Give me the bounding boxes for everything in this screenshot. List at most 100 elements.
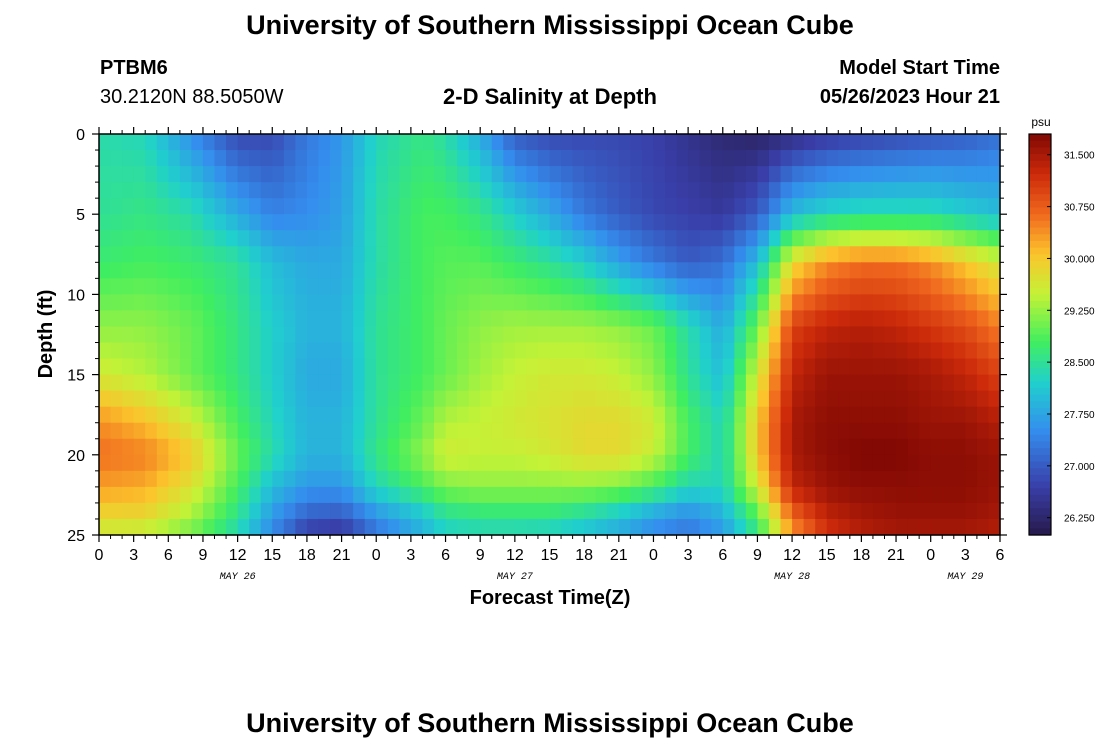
heatmap-cell xyxy=(341,214,354,231)
heatmap-cell xyxy=(676,374,689,392)
heatmap-cell xyxy=(572,262,585,279)
heatmap-cell xyxy=(202,310,216,328)
heatmap-cell xyxy=(237,166,250,183)
heatmap-cell xyxy=(168,262,181,279)
heatmap-cell xyxy=(179,198,193,215)
colorbar-segment xyxy=(1029,327,1051,336)
heatmap-cell xyxy=(410,230,424,247)
heatmap-cell xyxy=(965,470,978,488)
heatmap-cell xyxy=(803,486,816,504)
heatmap-cell xyxy=(988,198,1001,215)
heatmap-cell xyxy=(341,230,354,247)
heatmap-cell xyxy=(953,182,966,199)
heatmap-cell xyxy=(757,310,770,328)
heatmap-cell xyxy=(803,214,816,231)
heatmap-cell xyxy=(965,518,978,536)
heatmap-cell xyxy=(468,422,481,440)
heatmap-cell xyxy=(930,342,943,360)
heatmap-cell xyxy=(953,470,966,488)
heatmap-cell xyxy=(722,166,735,183)
heatmap-cell xyxy=(930,358,943,376)
heatmap-cell xyxy=(145,374,158,392)
heatmap-cell xyxy=(884,518,897,536)
heatmap-cell xyxy=(283,310,296,328)
heatmap-cell xyxy=(907,358,920,376)
heatmap-cell xyxy=(699,182,712,199)
heatmap-cell xyxy=(768,502,782,520)
heatmap-cell xyxy=(826,422,839,440)
heatmap-cell xyxy=(272,374,285,392)
heatmap-cell xyxy=(122,390,135,408)
heatmap-cell xyxy=(168,470,181,488)
heatmap-cell xyxy=(688,438,701,456)
heatmap-cell xyxy=(919,342,932,360)
heatmap-cell xyxy=(422,454,435,472)
heatmap-cell xyxy=(191,278,204,295)
heatmap-cell xyxy=(734,454,747,472)
heatmap-cell xyxy=(145,486,158,504)
heatmap-cell xyxy=(122,166,135,183)
heatmap-cell xyxy=(676,246,689,263)
heatmap-cell xyxy=(722,278,735,295)
heatmap-cell xyxy=(942,470,955,488)
heatmap-cell xyxy=(584,182,597,199)
heatmap-cell xyxy=(861,310,874,328)
heatmap-cell xyxy=(179,262,193,279)
heatmap-cell xyxy=(537,358,551,376)
heatmap-cell xyxy=(722,294,735,312)
heatmap-cell xyxy=(572,390,585,408)
heatmap-cell xyxy=(942,358,955,376)
heatmap-cell xyxy=(815,422,828,440)
heatmap-cell xyxy=(688,518,701,536)
heatmap-cell xyxy=(872,230,886,247)
heatmap-cell xyxy=(745,150,759,167)
heatmap-cell xyxy=(584,438,597,456)
heatmap-cell xyxy=(988,134,1001,151)
heatmap-cell xyxy=(260,214,273,231)
heatmap-cell xyxy=(826,294,839,312)
colorbar-segment xyxy=(1029,187,1051,195)
heatmap-cell xyxy=(699,438,712,456)
heatmap-cell xyxy=(272,294,285,312)
heatmap-cell xyxy=(202,518,216,536)
heatmap-cell xyxy=(734,246,747,263)
heatmap-cell xyxy=(584,230,597,247)
x-tick-label: 18 xyxy=(852,547,870,564)
heatmap-cell xyxy=(745,406,759,424)
heatmap-cell xyxy=(122,262,135,279)
heatmap-cell xyxy=(237,518,250,536)
heatmap-cell xyxy=(422,502,435,520)
heatmap-cell xyxy=(387,310,400,328)
heatmap-cell xyxy=(584,134,597,151)
heatmap-cell xyxy=(249,182,262,199)
heatmap-cell xyxy=(330,374,343,392)
heatmap-cell xyxy=(110,278,123,295)
heatmap-cell xyxy=(399,454,412,472)
heatmap-cell xyxy=(768,214,782,231)
heatmap-cell xyxy=(595,326,608,344)
heatmap-cell xyxy=(572,278,585,295)
heatmap-cell xyxy=(792,502,805,520)
heatmap-cell xyxy=(399,486,412,504)
heatmap-cell xyxy=(803,230,816,247)
heatmap-cell xyxy=(572,518,585,536)
heatmap-cell xyxy=(953,422,966,440)
heatmap-cell xyxy=(653,406,666,424)
heatmap-cell xyxy=(630,374,643,392)
heatmap-cell xyxy=(792,342,805,360)
heatmap-cell xyxy=(353,502,366,520)
heatmap-cell xyxy=(110,406,123,424)
heatmap-cell xyxy=(711,214,724,231)
heatmap-cell xyxy=(179,454,193,472)
heatmap-cell xyxy=(792,246,805,263)
heatmap-cell xyxy=(433,502,447,520)
heatmap-cell xyxy=(595,470,608,488)
heatmap-cell xyxy=(330,230,343,247)
heatmap-cell xyxy=(641,326,655,344)
heatmap-cell xyxy=(653,230,666,247)
heatmap-cell xyxy=(561,374,574,392)
heatmap-cell xyxy=(145,294,158,312)
colorbar-segment xyxy=(1029,160,1051,169)
heatmap-cell xyxy=(330,198,343,215)
heatmap-cell xyxy=(549,374,562,392)
